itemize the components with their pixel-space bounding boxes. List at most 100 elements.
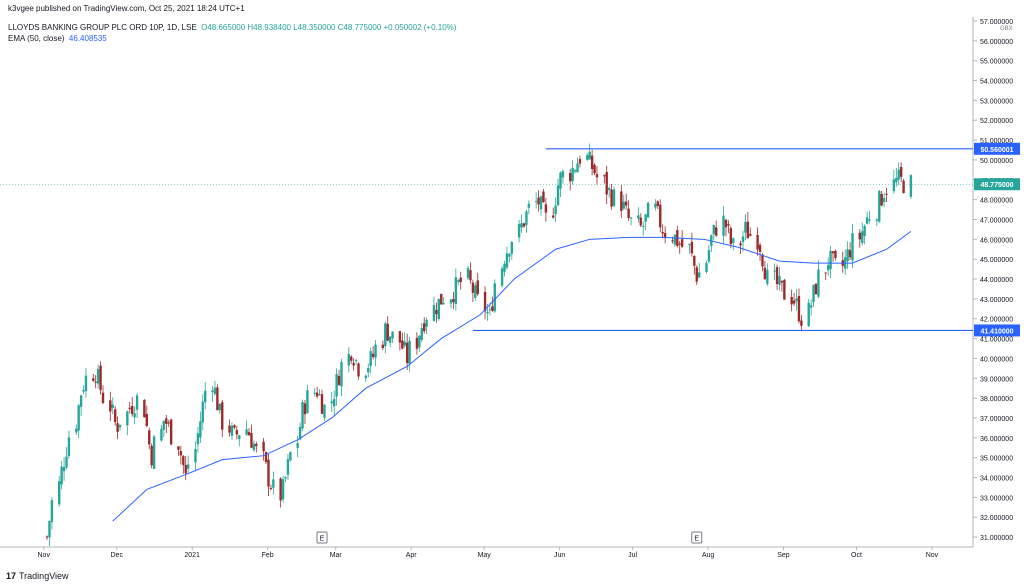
last-price-label: 48.775000 [980,182,1013,189]
candle-body [449,299,453,304]
candle-body [510,242,514,254]
candle-body [576,163,579,173]
ema-line [112,230,912,522]
candle-body [724,219,728,228]
candle-body [84,375,88,392]
x-tick-label: Mar [330,552,343,559]
y-tick-label: 34.000000 [980,476,1013,483]
brand-text: TradingView [19,571,69,581]
last-price-badge [974,178,1020,191]
candle-body [403,341,406,346]
candle-body [118,424,122,428]
candle-body [520,223,523,228]
candle-body [369,351,372,367]
candle-body [542,191,545,203]
candle-body [196,433,200,445]
candle-body [255,443,258,447]
y-tick-label: 38.000000 [980,396,1013,403]
candle-body [710,235,713,246]
candle-body [778,276,781,285]
candle-body [500,268,504,286]
candle-body [663,233,667,238]
candle-body [182,456,185,465]
candle-body [194,448,197,463]
candle-body [364,375,368,379]
candle-body [715,227,718,236]
x-tick-label: Nov [38,552,51,559]
candle-body [749,234,752,236]
earnings-marker-label: E [694,536,699,543]
candle-body [337,375,341,386]
candle-body [826,265,830,271]
candle-body [466,268,470,279]
candle-body [367,367,370,373]
candle-body [128,407,131,409]
candle-body [673,234,677,245]
candle-body [267,459,270,487]
candle-body [680,239,684,247]
candle-body [800,320,803,326]
y-tick-label: 43.000000 [980,297,1013,304]
candle-body [488,309,492,311]
candle-body [264,452,268,462]
candle-body [483,291,487,312]
candle-body [627,208,630,219]
candle-body [882,198,886,202]
candle-body [556,185,560,206]
candle-body [637,215,640,219]
candle-body [381,344,385,349]
candle-body [797,296,801,322]
candle-body [690,241,694,254]
y-tick-label: 53.000000 [980,98,1013,105]
candle-body [126,411,129,426]
candle-body [605,171,608,195]
symbol-name[interactable]: LLOYDS BANKING GROUP PLC ORD 10P, 1D, LS… [8,23,197,32]
x-tick-label: Oct [851,552,862,559]
candle-body [454,277,458,305]
ema-label[interactable]: EMA (50, close) [8,34,65,43]
candle-body [688,244,691,246]
candle-body [622,201,625,209]
candle-body [629,217,633,219]
y-tick-label: 39.000000 [980,376,1013,383]
candle-body [135,395,139,410]
candle-body [763,267,767,280]
candle-body [899,167,903,177]
candle-body [391,331,394,339]
candle-body [211,390,214,393]
candle-body [661,231,664,234]
candle-body [646,202,650,218]
level-price-label: 50.560001 [980,147,1013,154]
y-tick-label: 41.000000 [980,337,1013,344]
candle-body [569,173,572,182]
candle-body [612,189,616,206]
candle-body [306,390,309,414]
candle-body [235,430,239,435]
level-price-badge [974,142,1020,155]
candle-body [62,466,66,472]
candle-body [332,399,336,407]
candle-body [517,223,521,238]
y-tick-label: 40.000000 [980,356,1013,363]
candle-body [865,217,869,224]
candle-body [289,452,292,461]
candle-body [571,167,574,182]
candle-body [269,487,273,489]
candle-body [846,249,849,262]
candle-body [401,340,404,349]
candle-body [727,224,730,226]
candle-body [250,432,253,448]
candle-body [861,231,864,244]
candle-body [442,303,445,305]
candle-body [67,437,71,457]
candle-body [113,409,117,423]
candle-body [880,194,883,206]
candle-body [177,446,180,450]
candle-body [109,400,112,412]
candle-body [868,219,871,221]
y-tick-label: 44.000000 [980,277,1013,284]
candle-body [92,378,95,381]
candle-body [145,414,149,426]
